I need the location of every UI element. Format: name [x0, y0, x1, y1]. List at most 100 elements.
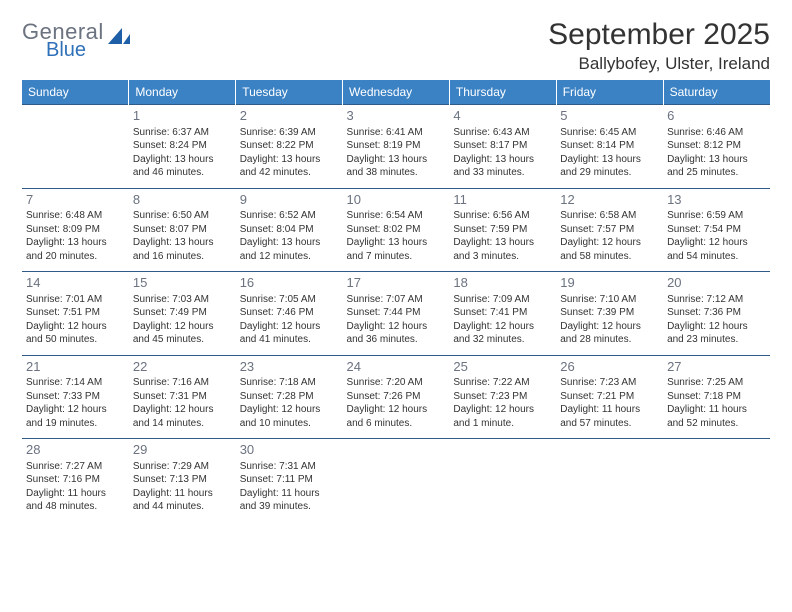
day-sunset: Sunset: 7:31 PM — [133, 390, 232, 404]
day-sunset: Sunset: 7:36 PM — [667, 306, 766, 320]
day-number: 27 — [667, 358, 766, 376]
calendar-table: Sunday Monday Tuesday Wednesday Thursday… — [22, 80, 770, 522]
header: General Blue September 2025 Ballybofey, … — [22, 18, 770, 74]
day-number: 16 — [240, 274, 339, 292]
day-number: 5 — [560, 107, 659, 125]
day-sunset: Sunset: 7:16 PM — [26, 473, 125, 487]
day-number: 20 — [667, 274, 766, 292]
day-sunset: Sunset: 8:04 PM — [240, 223, 339, 237]
day-sunrise: Sunrise: 7:03 AM — [133, 293, 232, 307]
day-daylight: Daylight: 12 hours and 36 minutes. — [347, 320, 446, 347]
day-daylight: Daylight: 12 hours and 32 minutes. — [453, 320, 552, 347]
day-daylight: Daylight: 12 hours and 58 minutes. — [560, 236, 659, 263]
day-sunset: Sunset: 8:07 PM — [133, 223, 232, 237]
calendar-cell: 19Sunrise: 7:10 AMSunset: 7:39 PMDayligh… — [556, 272, 663, 356]
day-number: 10 — [347, 191, 446, 209]
weekday-header: Wednesday — [343, 80, 450, 105]
calendar-cell: 6Sunrise: 6:46 AMSunset: 8:12 PMDaylight… — [663, 105, 770, 189]
day-daylight: Daylight: 13 hours and 3 minutes. — [453, 236, 552, 263]
day-daylight: Daylight: 11 hours and 52 minutes. — [667, 403, 766, 430]
calendar-week-row: 1Sunrise: 6:37 AMSunset: 8:24 PMDaylight… — [22, 105, 770, 189]
day-sunset: Sunset: 7:18 PM — [667, 390, 766, 404]
calendar-cell: 8Sunrise: 6:50 AMSunset: 8:07 PMDaylight… — [129, 188, 236, 272]
calendar-cell: 14Sunrise: 7:01 AMSunset: 7:51 PMDayligh… — [22, 272, 129, 356]
day-number: 13 — [667, 191, 766, 209]
day-number: 8 — [133, 191, 232, 209]
day-sunrise: Sunrise: 7:12 AM — [667, 293, 766, 307]
day-number: 21 — [26, 358, 125, 376]
day-daylight: Daylight: 11 hours and 39 minutes. — [240, 487, 339, 514]
day-sunset: Sunset: 8:24 PM — [133, 139, 232, 153]
weekday-header: Monday — [129, 80, 236, 105]
day-daylight: Daylight: 13 hours and 38 minutes. — [347, 153, 446, 180]
calendar-cell — [22, 105, 129, 189]
day-sunrise: Sunrise: 7:29 AM — [133, 460, 232, 474]
day-daylight: Daylight: 13 hours and 33 minutes. — [453, 153, 552, 180]
calendar-cell: 20Sunrise: 7:12 AMSunset: 7:36 PMDayligh… — [663, 272, 770, 356]
day-number: 11 — [453, 191, 552, 209]
day-daylight: Daylight: 13 hours and 29 minutes. — [560, 153, 659, 180]
day-number: 17 — [347, 274, 446, 292]
day-daylight: Daylight: 12 hours and 41 minutes. — [240, 320, 339, 347]
day-sunrise: Sunrise: 6:48 AM — [26, 209, 125, 223]
weekday-header-row: Sunday Monday Tuesday Wednesday Thursday… — [22, 80, 770, 105]
day-sunrise: Sunrise: 7:22 AM — [453, 376, 552, 390]
calendar-body: 1Sunrise: 6:37 AMSunset: 8:24 PMDaylight… — [22, 105, 770, 522]
day-sunrise: Sunrise: 7:25 AM — [667, 376, 766, 390]
day-sunrise: Sunrise: 6:58 AM — [560, 209, 659, 223]
calendar-cell: 28Sunrise: 7:27 AMSunset: 7:16 PMDayligh… — [22, 439, 129, 522]
day-sunrise: Sunrise: 6:52 AM — [240, 209, 339, 223]
day-sunset: Sunset: 7:11 PM — [240, 473, 339, 487]
day-sunrise: Sunrise: 7:18 AM — [240, 376, 339, 390]
calendar-cell: 18Sunrise: 7:09 AMSunset: 7:41 PMDayligh… — [449, 272, 556, 356]
calendar-cell: 16Sunrise: 7:05 AMSunset: 7:46 PMDayligh… — [236, 272, 343, 356]
day-sunrise: Sunrise: 7:27 AM — [26, 460, 125, 474]
calendar-week-row: 14Sunrise: 7:01 AMSunset: 7:51 PMDayligh… — [22, 272, 770, 356]
day-daylight: Daylight: 12 hours and 10 minutes. — [240, 403, 339, 430]
day-daylight: Daylight: 11 hours and 57 minutes. — [560, 403, 659, 430]
day-number: 4 — [453, 107, 552, 125]
day-sunrise: Sunrise: 6:54 AM — [347, 209, 446, 223]
day-number: 23 — [240, 358, 339, 376]
day-sunset: Sunset: 8:02 PM — [347, 223, 446, 237]
day-sunset: Sunset: 7:33 PM — [26, 390, 125, 404]
day-sunrise: Sunrise: 7:10 AM — [560, 293, 659, 307]
day-sunrise: Sunrise: 6:39 AM — [240, 126, 339, 140]
day-sunset: Sunset: 7:46 PM — [240, 306, 339, 320]
day-sunrise: Sunrise: 6:50 AM — [133, 209, 232, 223]
logo-blue: Blue — [46, 41, 104, 60]
day-daylight: Daylight: 13 hours and 42 minutes. — [240, 153, 339, 180]
day-sunrise: Sunrise: 7:14 AM — [26, 376, 125, 390]
day-daylight: Daylight: 12 hours and 45 minutes. — [133, 320, 232, 347]
day-number: 30 — [240, 441, 339, 459]
calendar-cell: 17Sunrise: 7:07 AMSunset: 7:44 PMDayligh… — [343, 272, 450, 356]
day-number: 3 — [347, 107, 446, 125]
day-sunrise: Sunrise: 6:56 AM — [453, 209, 552, 223]
day-sunrise: Sunrise: 7:07 AM — [347, 293, 446, 307]
day-daylight: Daylight: 12 hours and 1 minute. — [453, 403, 552, 430]
day-daylight: Daylight: 11 hours and 48 minutes. — [26, 487, 125, 514]
day-number: 6 — [667, 107, 766, 125]
weekday-header: Friday — [556, 80, 663, 105]
day-sunset: Sunset: 8:14 PM — [560, 139, 659, 153]
calendar-cell: 12Sunrise: 6:58 AMSunset: 7:57 PMDayligh… — [556, 188, 663, 272]
day-sunset: Sunset: 8:17 PM — [453, 139, 552, 153]
weekday-header: Sunday — [22, 80, 129, 105]
day-sunset: Sunset: 7:26 PM — [347, 390, 446, 404]
day-sunset: Sunset: 7:57 PM — [560, 223, 659, 237]
day-sunrise: Sunrise: 7:23 AM — [560, 376, 659, 390]
day-number: 12 — [560, 191, 659, 209]
calendar-week-row: 28Sunrise: 7:27 AMSunset: 7:16 PMDayligh… — [22, 439, 770, 522]
day-sunset: Sunset: 7:39 PM — [560, 306, 659, 320]
day-sunset: Sunset: 7:54 PM — [667, 223, 766, 237]
calendar-week-row: 21Sunrise: 7:14 AMSunset: 7:33 PM Dayligh… — [22, 355, 770, 439]
day-sunrise: Sunrise: 6:43 AM — [453, 126, 552, 140]
logo-text: General Blue — [22, 22, 104, 60]
calendar-cell: 24Sunrise: 7:20 AMSunset: 7:26 PMDayligh… — [343, 355, 450, 439]
day-number: 25 — [453, 358, 552, 376]
day-daylight: Daylight: 13 hours and 20 minutes. — [26, 236, 125, 263]
day-sunset: Sunset: 7:44 PM — [347, 306, 446, 320]
logo: General Blue — [22, 22, 130, 60]
day-sunrise: Sunrise: 6:46 AM — [667, 126, 766, 140]
day-sunset: Sunset: 8:19 PM — [347, 139, 446, 153]
